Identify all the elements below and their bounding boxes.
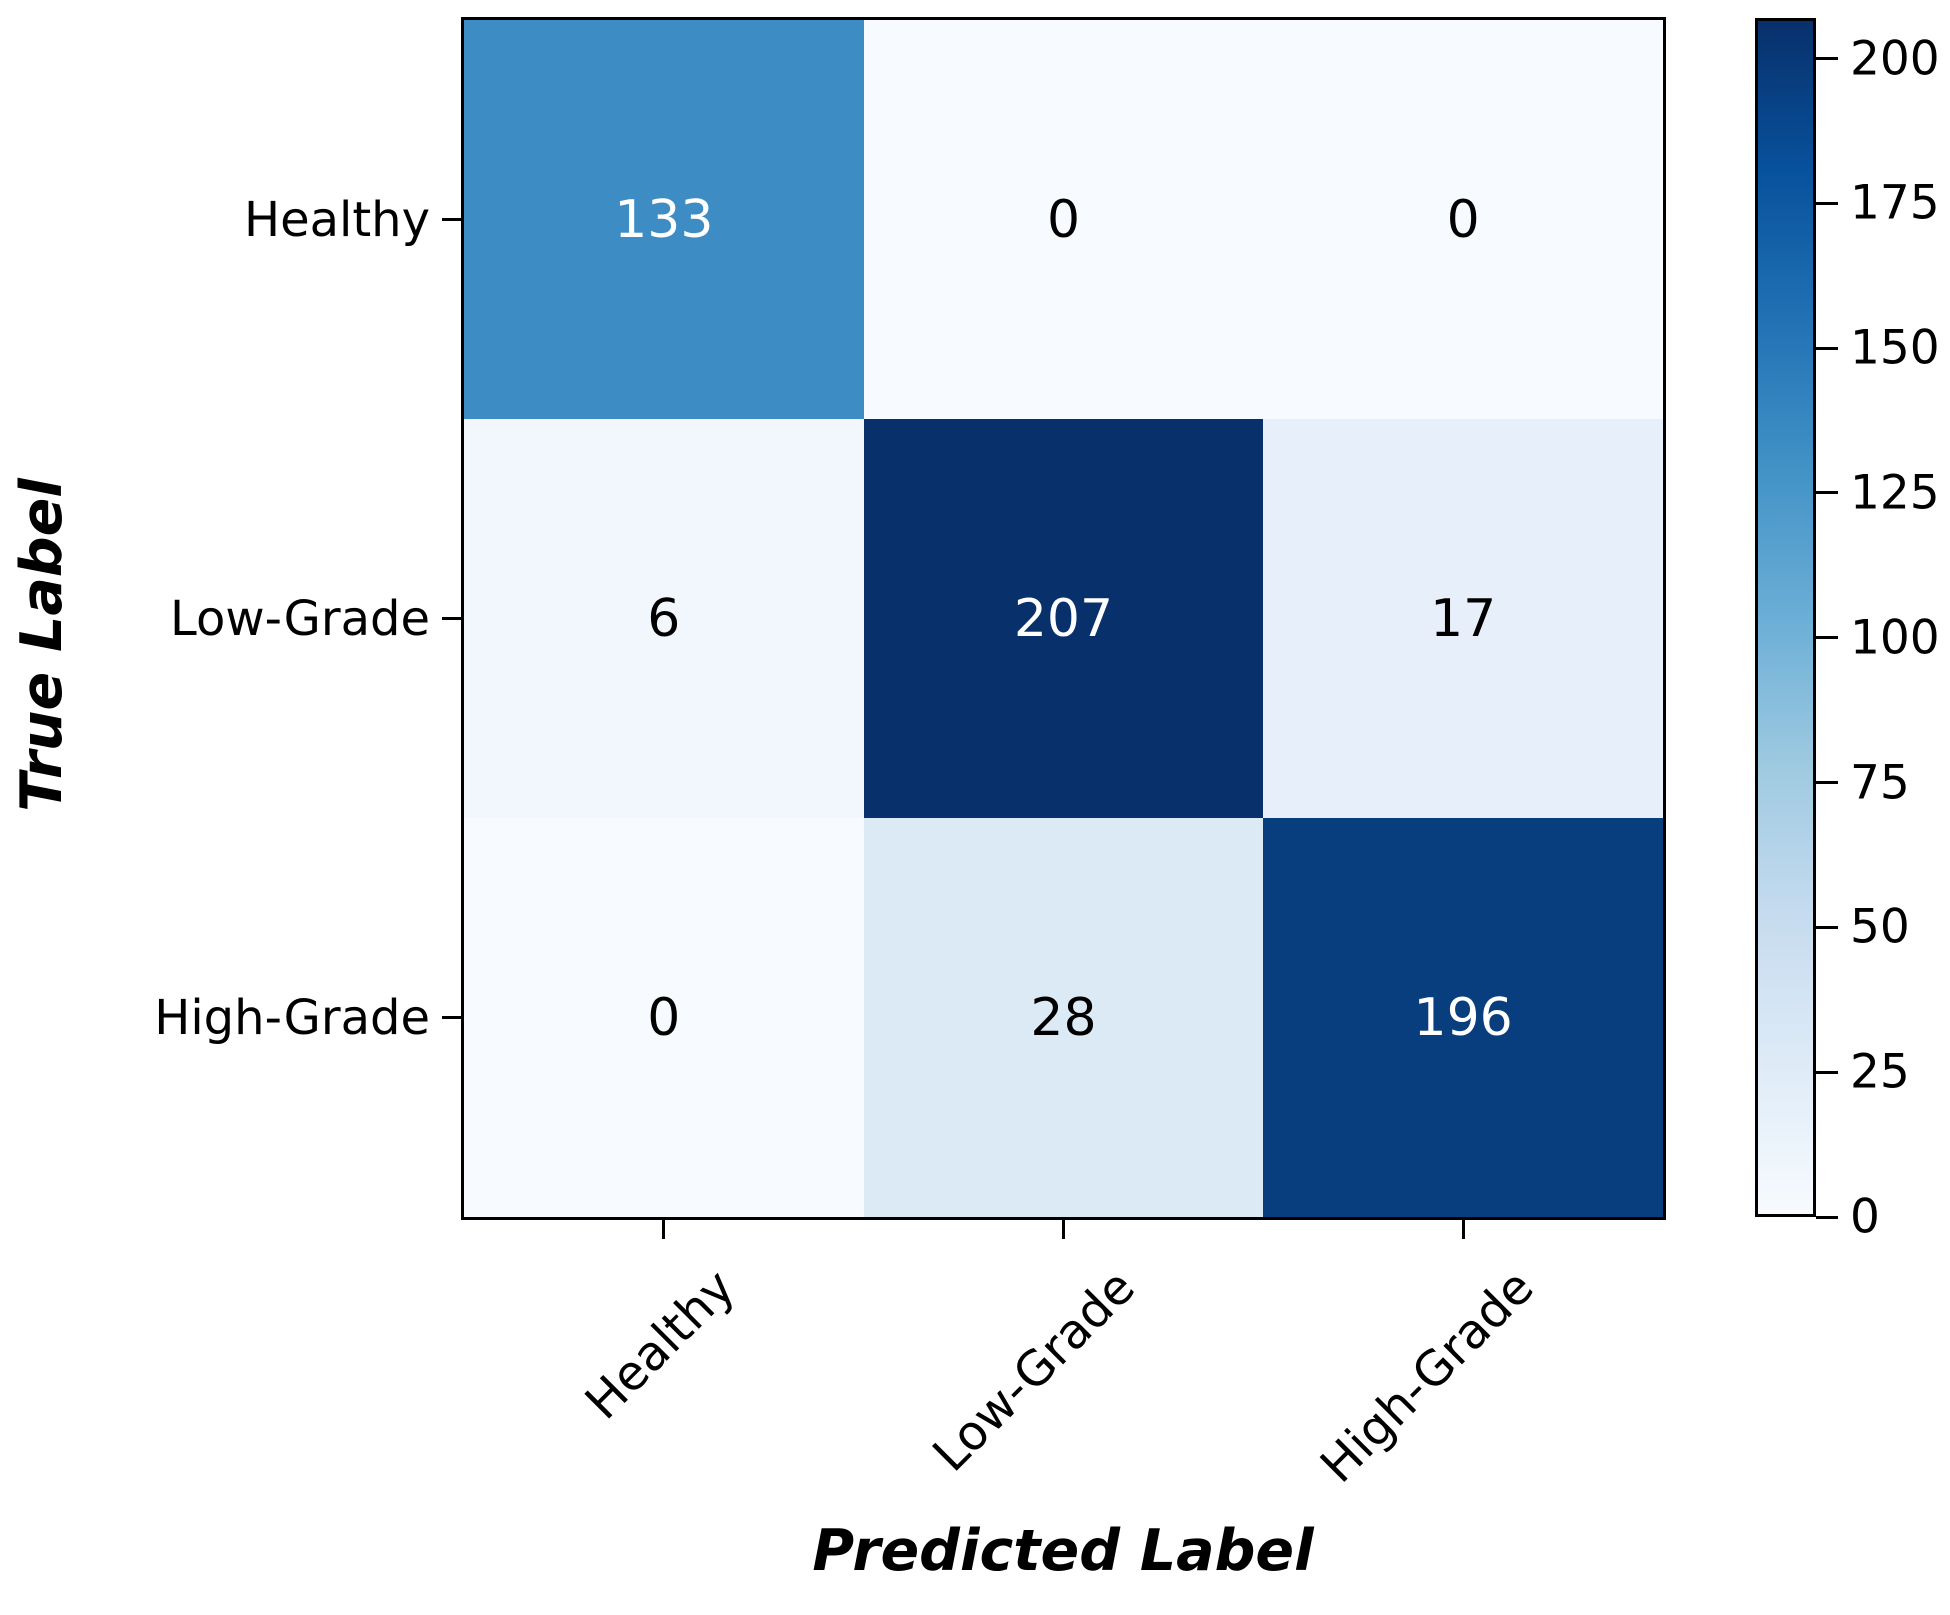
x-axis-title: Predicted Label [812, 1518, 1314, 1584]
x-tick-label: Low-Grade [921, 1259, 1146, 1483]
matrix-cell: 133 [464, 20, 864, 419]
cell-value: 6 [647, 588, 681, 649]
colorbar-tick-mark [1816, 1215, 1838, 1219]
cell-value: 196 [1413, 987, 1513, 1048]
heatmap-plot: 133 0 0 6 207 17 0 28 196 [461, 17, 1666, 1220]
matrix-cell: 6 [464, 419, 864, 818]
colorbar-gradient [1758, 21, 1813, 1214]
y-tick-mark [442, 617, 464, 620]
matrix-cell: 0 [1263, 20, 1663, 419]
cell-value: 133 [614, 189, 714, 250]
matrix-cell: 207 [863, 419, 1264, 818]
y-axis-title: True Label [9, 478, 75, 812]
cell-value: 17 [1430, 588, 1497, 649]
cell-value: 0 [647, 987, 681, 1048]
colorbar-tick-label: 75 [1850, 755, 1910, 811]
colorbar-tick-label: 200 [1850, 31, 1940, 87]
x-tick-mark [1062, 1217, 1065, 1239]
colorbar-tick-label: 0 [1850, 1189, 1880, 1245]
matrix-cell: 0 [464, 818, 864, 1217]
x-tick-mark [1461, 1217, 1465, 1239]
colorbar [1755, 18, 1816, 1217]
colorbar-tick-mark [1816, 1070, 1838, 1074]
y-tick-mark [442, 1016, 464, 1019]
x-tick-label: High-Grade [1310, 1259, 1545, 1494]
cell-value: 207 [1013, 588, 1114, 649]
colorbar-tick-label: 175 [1850, 175, 1940, 231]
x-tick-label: Healthy [574, 1259, 746, 1431]
matrix-cell: 0 [863, 20, 1264, 419]
matrix-cell: 17 [1263, 419, 1663, 818]
colorbar-tick-mark [1816, 925, 1838, 929]
colorbar-tick-mark [1816, 781, 1838, 785]
y-tick-label: High-Grade [154, 989, 430, 1046]
cell-value: 0 [1446, 189, 1480, 250]
colorbar-tick-mark [1816, 346, 1838, 350]
matrix-cell: 28 [863, 818, 1264, 1217]
colorbar-tick-mark [1816, 57, 1838, 61]
colorbar-tick-label: 50 [1850, 899, 1910, 955]
cell-value: 28 [1030, 987, 1097, 1048]
y-tick-mark [442, 218, 464, 221]
y-tick-label: Low-Grade [170, 590, 430, 647]
matrix-cell: 196 [1263, 818, 1663, 1217]
x-tick-mark [662, 1217, 666, 1239]
colorbar-tick-label: 25 [1850, 1044, 1910, 1100]
colorbar-tick-mark [1816, 636, 1838, 640]
colorbar-tick-mark [1816, 201, 1838, 205]
colorbar-tick-mark [1816, 491, 1838, 495]
colorbar-tick-label: 150 [1850, 320, 1940, 376]
colorbar-tick-label: 125 [1850, 465, 1940, 521]
cell-value: 0 [1046, 189, 1081, 250]
colorbar-tick-label: 100 [1850, 610, 1940, 666]
y-tick-label: Healthy [243, 191, 430, 248]
